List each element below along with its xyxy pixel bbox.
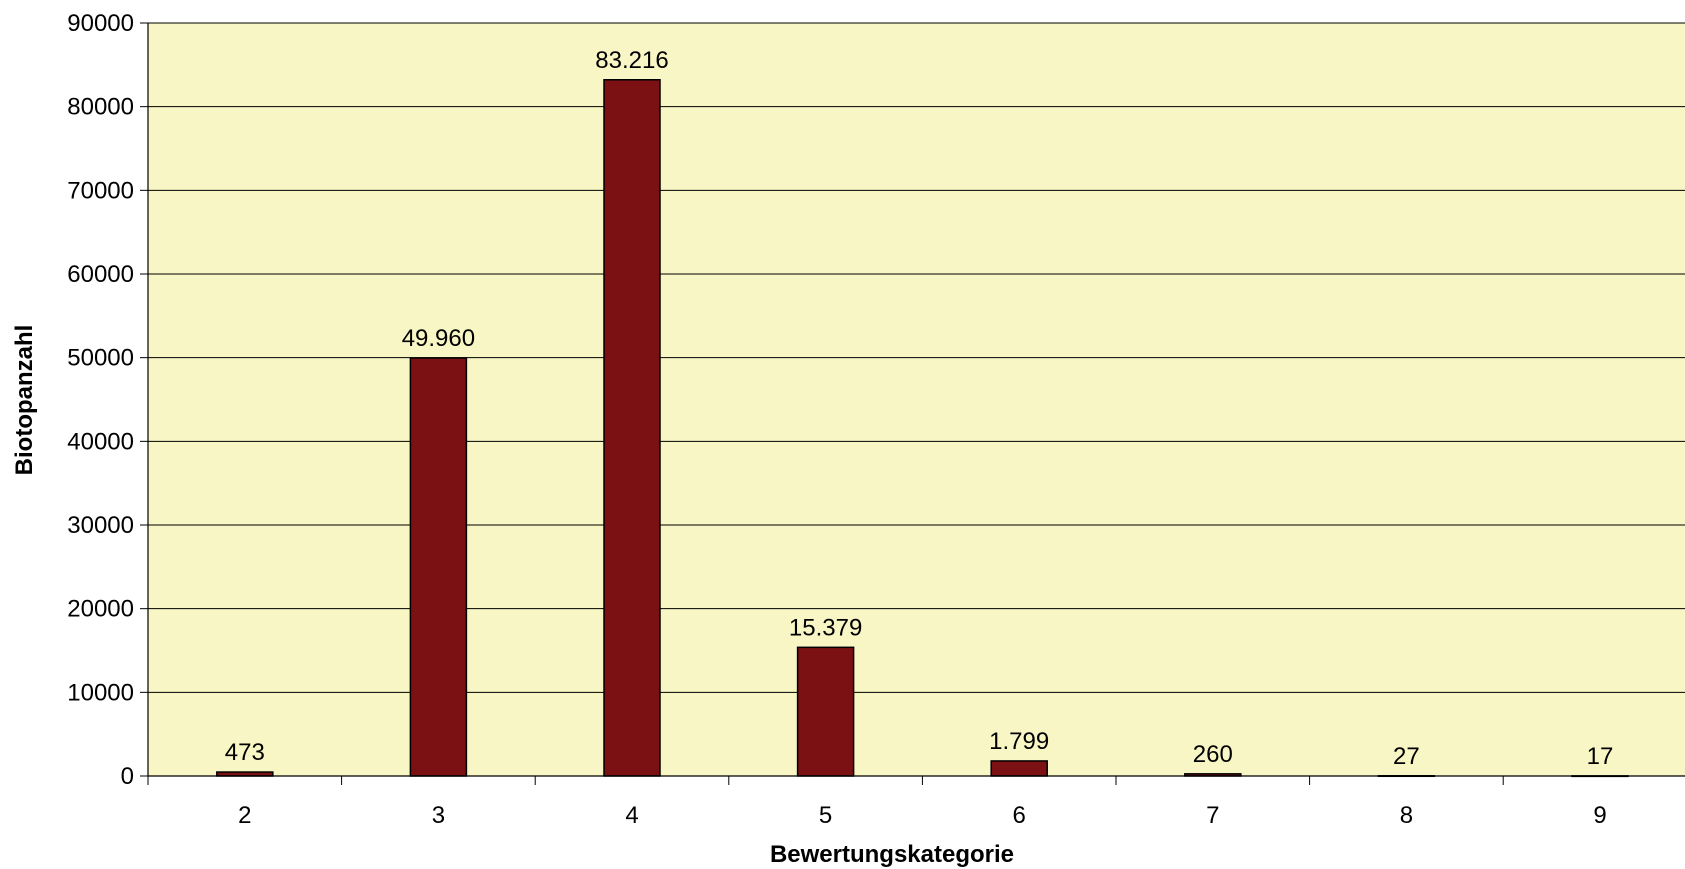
y-axis-title: Biotopanzahl	[11, 325, 38, 476]
y-tick-label: 90000	[67, 10, 134, 37]
x-tick-label: 2	[238, 802, 251, 829]
y-tick-label: 0	[121, 763, 134, 790]
x-tick-label: 5	[819, 802, 832, 829]
y-tick-label: 40000	[67, 428, 134, 455]
x-tick-label: 4	[625, 802, 638, 829]
bar	[409, 357, 468, 777]
plot-area	[148, 23, 1685, 776]
gridlines	[148, 22, 1685, 693]
y-tick-labels: 0 10000 20000 30000 40000 50000 60000 70000 8000…	[67, 10, 134, 790]
y-tick-label: 50000	[67, 345, 134, 372]
data-label: 27	[1393, 743, 1420, 770]
bar	[603, 79, 661, 777]
data-labels: 473 49.960 83.216 15.379 1.799 260 27 17	[225, 47, 1614, 770]
x-tick-label: 6	[1013, 802, 1026, 829]
data-label: 83.216	[595, 47, 668, 74]
y-tick-label: 20000	[67, 596, 134, 623]
x-tick-label: 7	[1206, 802, 1219, 829]
data-label: 49.960	[402, 325, 475, 352]
y-tick-label: 30000	[67, 512, 134, 539]
data-label: 260	[1193, 741, 1233, 768]
data-label: 17	[1587, 743, 1614, 770]
x-tick-label: 9	[1593, 802, 1606, 829]
axes	[140, 22, 1685, 785]
y-tick-label: 60000	[67, 261, 134, 288]
bar	[990, 760, 1048, 777]
y-tick-label: 10000	[67, 679, 134, 706]
y-tick-label: 80000	[67, 94, 134, 121]
data-label: 1.799	[989, 728, 1049, 755]
data-label: 473	[225, 739, 265, 766]
x-tick-label: 3	[432, 802, 445, 829]
x-tick-labels: 2 3 4 5 6 7 8 9	[238, 802, 1607, 829]
x-axis-title: Bewertungskategorie	[770, 841, 1014, 868]
y-tick-label: 70000	[67, 177, 134, 204]
x-tick-label: 8	[1400, 802, 1413, 829]
bars	[216, 79, 1629, 778]
bar	[796, 646, 855, 777]
data-label: 15.379	[789, 614, 862, 641]
